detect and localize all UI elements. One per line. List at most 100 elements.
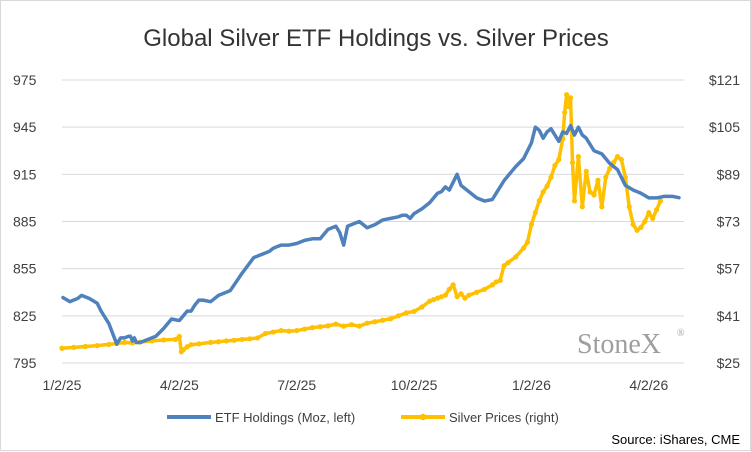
etf-holdings-point [632,189,634,191]
silver-price-point [532,210,538,216]
silver-price-point [528,221,535,228]
silver-price-point [208,339,214,345]
etf-holdings-point [534,126,537,128]
etf-holdings-point [601,153,603,155]
x-tick-label: 4/2/26 [629,377,668,393]
etf-holdings-point [100,310,102,312]
right-axis-tick-labels: $121 $105 $89 $73 $57 $41 $25 [709,72,740,371]
silver-price-point [552,162,558,169]
legend-label-etf: ETF Holdings (Moz, left) [215,410,355,425]
etf-holdings-point [456,173,458,176]
silver-price-point [172,336,179,343]
silver-price-point [395,313,402,319]
silver-price-point [544,183,550,189]
etf-holdings-point [550,127,552,130]
y-right-tick-label: $41 [717,308,741,324]
etf-holdings-point [491,198,494,201]
etf-holdings-point [663,195,666,198]
etf-holdings-point [131,340,134,342]
etf-holdings-point [616,168,619,171]
legend: ETF Holdings (Moz, left) Silver Prices (… [167,410,559,425]
etf-holdings-point [475,197,478,199]
y-right-tick-label: $73 [717,214,741,230]
silver-price-point [536,198,542,204]
etf-holdings-point [593,149,595,152]
etf-holdings-point [80,294,83,297]
silver-price-point [603,174,609,180]
silver-price-point [548,174,554,180]
y-left-tick-label: 945 [13,119,37,135]
silver-price-point [94,343,100,349]
y-right-tick-label: $57 [717,261,741,277]
etf-holdings-point [421,208,423,210]
etf-holdings-point [198,299,200,301]
silver-price-point [501,263,507,269]
silver-price-point [614,154,621,160]
etf-holdings-point [381,219,384,221]
silver-price-point [247,336,253,342]
silver-price-point [458,291,464,297]
etf-holdings-point [413,212,415,215]
silver-price-point [454,294,460,300]
etf-holdings-point [217,294,220,297]
etf-holdings-point [272,247,275,250]
y-left-tick-label: 795 [13,355,37,371]
etf-holdings-point [358,220,361,223]
y-left-tick-label: 825 [13,308,37,324]
silver-price-point [161,337,167,343]
silver-price-point [481,286,488,292]
silver-price-point [380,317,386,323]
x-tick-label: 1/2/25 [43,377,82,393]
etf-holdings-point [389,217,392,220]
y-left-tick-label: 915 [13,166,37,182]
silver-price-point [505,260,511,266]
etf-holdings-point [526,149,529,152]
etf-holdings-point [436,192,439,194]
etf-holdings-point [108,322,110,325]
etf-holdings-point [202,299,204,301]
etf-holdings-point [530,142,533,144]
etf-holdings-point [162,327,165,330]
silver-price-point [325,323,331,329]
etf-holdings-point [608,162,611,165]
y-right-tick-label: $89 [717,166,741,182]
x-tick-label: 7/2/25 [277,377,316,393]
silver-price-point [599,204,605,210]
etf-holdings-point [155,335,157,338]
silver-price-point [372,319,378,325]
etf-holdings-point [366,226,368,229]
silver-price-point [419,304,425,310]
silver-price-point [121,339,128,345]
etf-holdings-point [460,184,462,187]
silver-price-point [411,308,417,315]
etf-holdings-point [624,184,627,187]
silver-price-point [474,289,480,295]
silver-price-point [333,321,339,327]
silver-price-point [176,333,182,340]
silver-price-point [286,328,292,334]
silver-price-point [618,156,625,163]
etf-holdings-point [123,337,126,339]
etf-holdings-point [511,170,513,172]
etf-holdings-point [335,225,337,228]
etf-holdings-point [186,310,188,312]
etf-holdings-point [409,217,411,220]
etf-holdings-point [170,318,173,320]
etf-holdings-point [127,335,130,338]
etf-holdings-point [405,214,408,217]
silver-price-point [180,347,186,353]
silver-price-point [270,329,276,335]
silver-price-point [196,341,202,347]
etf-holdings-point [468,190,470,193]
etf-holdings-point [280,244,282,246]
silver-price-point [626,204,632,210]
y-right-tick-label: $25 [717,355,741,371]
silver-price-point [591,192,597,198]
etf-holdings-point [190,310,192,312]
etf-holdings-point [346,225,349,228]
etf-holdings-point [133,337,136,339]
silver-price-point [634,227,640,233]
silver-price-point [556,156,562,163]
silver-price-point [106,341,112,348]
